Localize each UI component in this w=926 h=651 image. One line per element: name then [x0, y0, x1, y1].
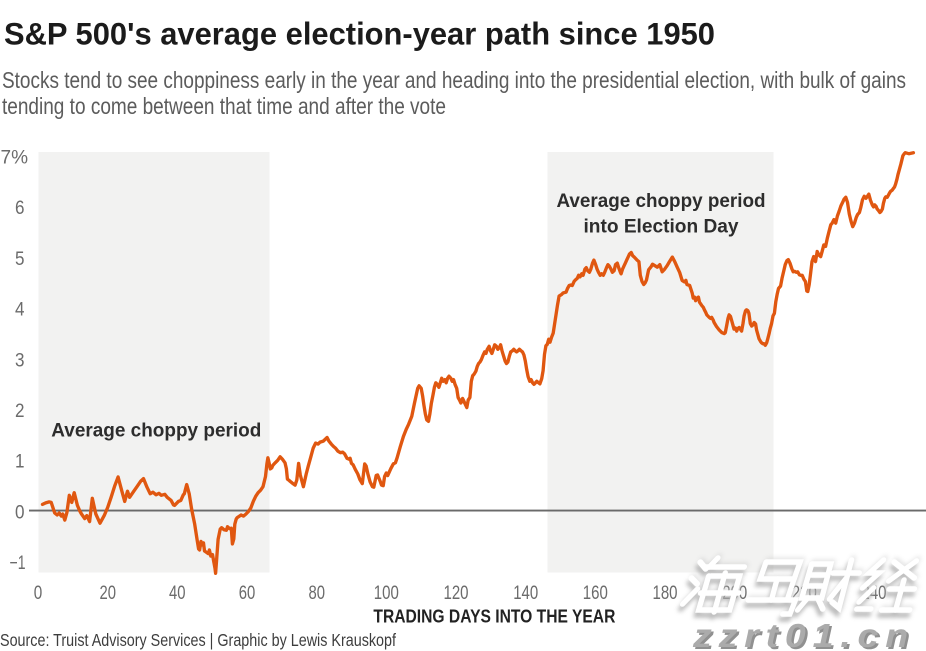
svg-text:6: 6: [15, 198, 25, 219]
svg-text:tending to come between that t: tending to come between that time and af…: [2, 93, 446, 119]
svg-text:Average choppy period: Average choppy period: [51, 420, 261, 442]
svg-text:60: 60: [239, 583, 256, 604]
svg-text:40: 40: [169, 583, 186, 604]
svg-text:100: 100: [374, 583, 399, 604]
svg-text:5: 5: [15, 249, 25, 270]
svg-text:zzrt01.cn: zzrt01.cn: [692, 617, 915, 651]
svg-text:into Election Day: into Election Day: [584, 215, 739, 237]
svg-text:140: 140: [513, 583, 538, 604]
svg-text:4: 4: [15, 300, 25, 321]
svg-text:Average choppy period: Average choppy period: [557, 190, 766, 212]
svg-text:160: 160: [583, 583, 608, 604]
svg-text:3: 3: [15, 350, 25, 371]
svg-text:120: 120: [444, 583, 469, 604]
svg-text:80: 80: [308, 583, 325, 604]
svg-text:20: 20: [99, 583, 116, 604]
svg-text:7%: 7%: [1, 147, 29, 168]
svg-text:0: 0: [34, 583, 43, 604]
svg-text:S&P 500's average election-yea: S&P 500's average election-year path sin…: [4, 16, 715, 52]
svg-text:−1: −1: [10, 553, 26, 574]
svg-text:180: 180: [653, 583, 678, 604]
svg-text:0: 0: [15, 502, 25, 523]
svg-text:Stocks tend to see choppiness: Stocks tend to see choppiness early in t…: [2, 67, 906, 93]
svg-text:1: 1: [15, 452, 25, 473]
svg-text:TRADING DAYS INTO THE YEAR: TRADING DAYS INTO THE YEAR: [373, 607, 615, 627]
svg-text:Source: Truist Advisory Servic: Source: Truist Advisory Services | Graph…: [0, 630, 396, 650]
svg-text:2: 2: [15, 401, 25, 422]
